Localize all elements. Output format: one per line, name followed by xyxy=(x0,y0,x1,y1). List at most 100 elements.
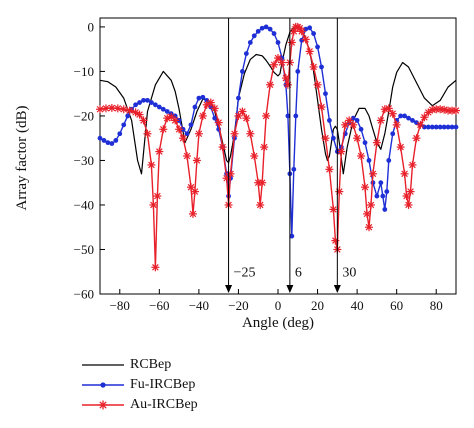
point-fu-ircbep xyxy=(285,113,291,119)
x-tick-label-7: 60 xyxy=(390,298,403,313)
point-au-ircbep xyxy=(384,104,393,113)
point-fu-ircbep xyxy=(327,117,332,123)
marker-arrow-2 xyxy=(333,285,341,293)
point-au-ircbep xyxy=(143,129,152,138)
point-au-ircbep xyxy=(287,38,296,47)
point-au-ircbep xyxy=(230,129,239,138)
point-au-ircbep xyxy=(179,134,188,143)
point-au-ircbep xyxy=(331,236,340,245)
point-fu-ircbep xyxy=(445,124,451,130)
point-fu-ircbep xyxy=(212,115,218,121)
point-au-ircbep xyxy=(147,160,156,169)
point-au-ircbep xyxy=(183,152,192,160)
point-au-ircbep xyxy=(277,58,286,67)
point-fu-ircbep xyxy=(141,97,146,103)
y-tick-label-5: −50 xyxy=(74,242,94,257)
legend-swatch-rcbep xyxy=(82,364,124,366)
plot-svg: −80 −60 −40 −20 0 20 40 60 80 0 −10 −20 −30 −40 −50 −60… xyxy=(14,17,460,331)
legend: RCBep Fu-IRCBep Au-IRCBep xyxy=(82,355,282,415)
point-au-ircbep xyxy=(402,192,411,201)
x-tick-label-0: −80 xyxy=(110,298,130,313)
x-tick-label-1: −60 xyxy=(149,298,169,313)
point-au-ircbep xyxy=(155,147,164,156)
x-tick-label-2: −40 xyxy=(189,298,209,313)
point-fu-ircbep xyxy=(192,104,198,110)
point-au-ircbep xyxy=(412,134,421,143)
point-fu-ircbep xyxy=(350,115,356,121)
point-au-ircbep xyxy=(242,114,251,123)
point-au-ircbep xyxy=(404,200,413,209)
point-fu-ircbep xyxy=(437,124,443,130)
point-fu-ircbep xyxy=(271,31,277,36)
point-au-ircbep xyxy=(396,143,405,152)
point-au-ircbep xyxy=(260,143,269,152)
point-fu-ircbep xyxy=(97,135,103,141)
point-au-ircbep xyxy=(281,74,290,83)
x-tick-label-6: 40 xyxy=(351,298,364,313)
y-tick-label-6: −60 xyxy=(74,287,94,302)
point-au-ircbep xyxy=(363,209,371,218)
point-fu-ircbep xyxy=(358,126,364,132)
point-fu-ircbep xyxy=(291,166,297,172)
point-au-ircbep xyxy=(317,103,326,112)
point-fu-ircbep xyxy=(152,102,158,108)
point-fu-ircbep xyxy=(267,26,273,32)
point-au-ircbep xyxy=(266,80,275,89)
point-au-ircbep xyxy=(329,205,338,214)
point-au-ircbep xyxy=(335,187,344,196)
point-au-ircbep xyxy=(238,107,247,116)
point-au-ircbep xyxy=(113,104,122,113)
point-fu-ircbep xyxy=(390,131,396,137)
point-au-ircbep xyxy=(190,187,199,196)
point-au-ircbep xyxy=(139,116,148,125)
point-au-ircbep xyxy=(297,27,306,36)
point-au-ircbep xyxy=(119,105,128,114)
point-au-ircbep xyxy=(301,35,310,44)
point-au-ircbep xyxy=(325,165,334,174)
legend-label-rcbep: RCBep xyxy=(130,357,172,372)
point-fu-ircbep xyxy=(188,122,194,128)
point-fu-ircbep xyxy=(164,109,170,114)
point-fu-ircbep xyxy=(380,193,386,199)
point-fu-ircbep xyxy=(362,140,368,146)
point-au-ircbep xyxy=(305,47,314,56)
y-tick-label-1: −10 xyxy=(74,64,94,79)
point-fu-ircbep xyxy=(105,140,111,146)
point-fu-ircbep xyxy=(311,31,316,36)
point-au-ircbep xyxy=(357,152,366,160)
point-au-ircbep xyxy=(149,200,158,209)
point-fu-ircbep xyxy=(251,33,257,39)
point-fu-ircbep xyxy=(293,113,299,119)
point-fu-ircbep xyxy=(236,95,241,101)
y-tick-label-3: −30 xyxy=(74,153,94,168)
point-fu-ircbep xyxy=(295,69,301,74)
legend-swatch-fu-ircbep xyxy=(82,382,124,388)
point-fu-ircbep xyxy=(109,141,115,146)
point-fu-ircbep xyxy=(374,193,380,199)
point-fu-ircbep xyxy=(184,131,190,137)
x-tick-label-5: 20 xyxy=(311,298,324,313)
point-fu-ircbep xyxy=(149,100,154,105)
point-fu-ircbep xyxy=(425,124,431,130)
point-fu-ircbep xyxy=(366,158,372,163)
point-au-ircbep xyxy=(258,178,267,187)
point-fu-ircbep xyxy=(275,40,281,45)
point-au-ircbep xyxy=(256,200,265,209)
point-fu-ircbep xyxy=(330,135,336,141)
point-fu-ircbep xyxy=(433,124,439,130)
point-fu-ircbep xyxy=(133,102,139,108)
legend-item-au-ircbep: Au-IRCBep xyxy=(82,395,282,415)
point-au-ircbep xyxy=(364,223,373,232)
point-fu-ircbep xyxy=(121,122,127,128)
point-fu-ircbep xyxy=(315,44,320,50)
point-fu-ircbep xyxy=(319,64,324,70)
point-fu-ircbep xyxy=(243,51,249,57)
point-fu-ircbep xyxy=(117,131,123,137)
point-au-ircbep xyxy=(452,106,460,115)
x-tick-label-4: 0 xyxy=(275,298,282,313)
y-tick-label-2: −20 xyxy=(74,108,94,123)
point-au-ircbep xyxy=(96,105,104,114)
point-au-ircbep xyxy=(125,106,134,115)
point-fu-ircbep xyxy=(145,97,150,103)
point-fu-ircbep xyxy=(200,94,206,100)
